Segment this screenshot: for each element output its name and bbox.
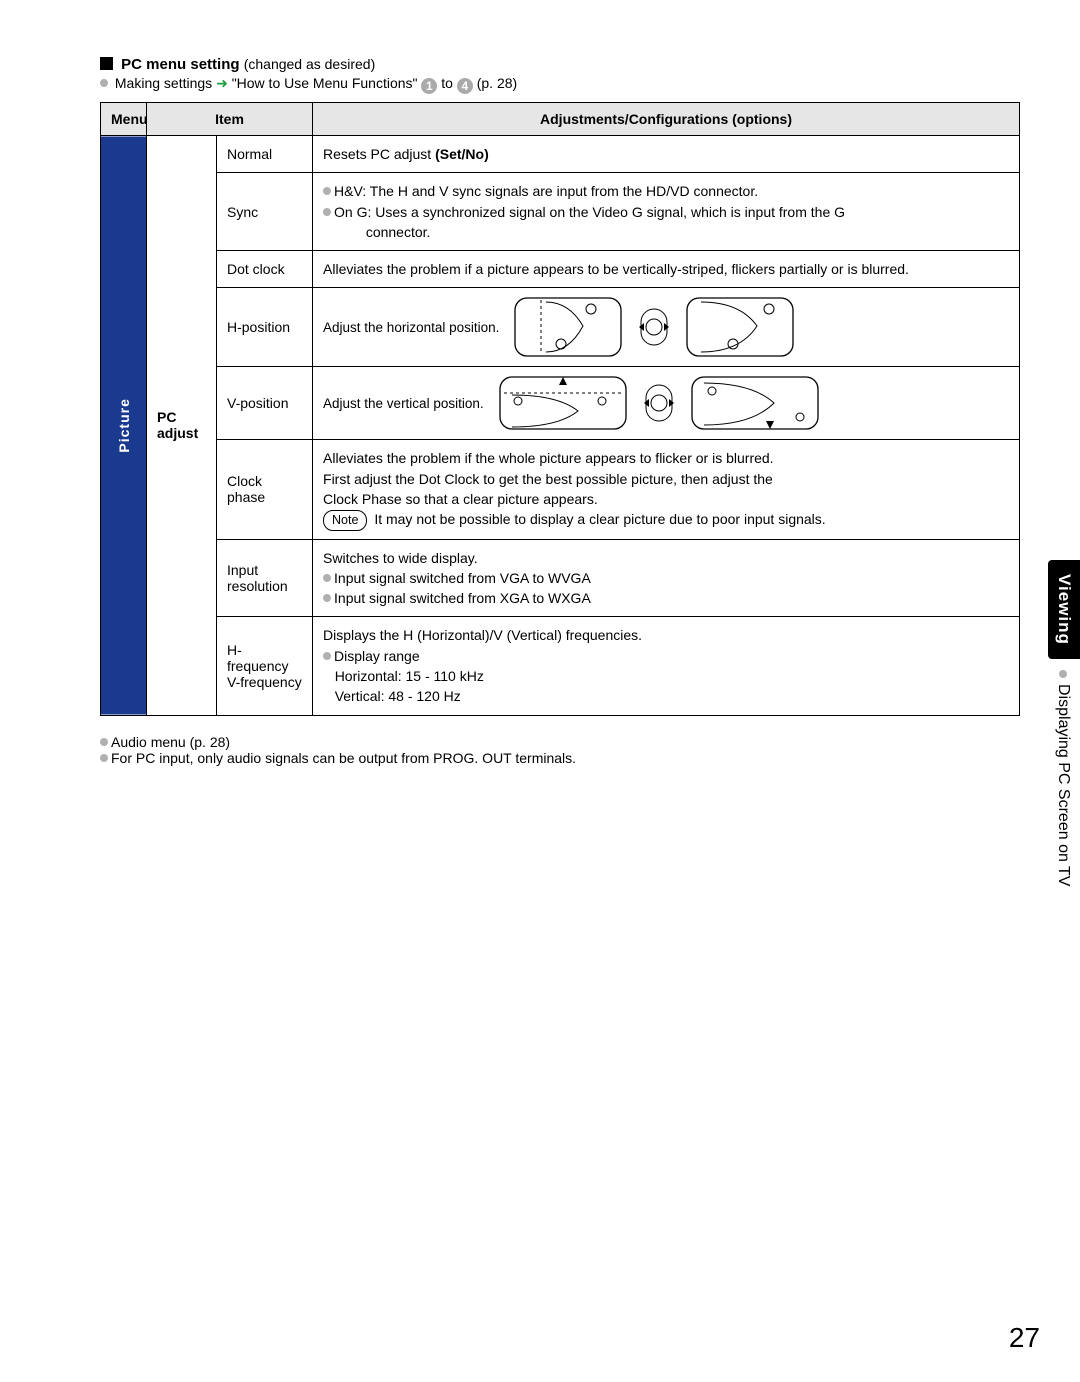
side-label: Displaying PC Screen on TV [1054, 670, 1072, 886]
foot-n2: For PC input, only audio signals can be … [111, 750, 576, 766]
cp-note: It may not be possible to display a clea… [374, 511, 825, 527]
bullet-icon [100, 754, 108, 762]
group-label-1: PC [157, 409, 176, 425]
conf-clockphase: Alleviates the problem if the whole pict… [313, 440, 1020, 539]
side-label-text: Displaying PC Screen on TV [1055, 684, 1072, 886]
item-vpos: V-position [217, 367, 313, 440]
conf-normal-bold: (Set/No) [435, 146, 489, 162]
table-row: Picture PC adjust Normal Resets PC adjus… [101, 136, 1020, 173]
ir-l3: Input signal switched from XGA to WXGA [334, 590, 591, 606]
table-row: Dot clock Alleviates the problem if a pi… [101, 251, 1020, 288]
conf-vpos: Adjust the vertical position. [313, 367, 1020, 440]
sub-link: "How to Use Menu Functions" [232, 75, 418, 91]
table-row: Clock phase Alleviates the problem if th… [101, 440, 1020, 539]
bullet-icon [323, 594, 331, 602]
group-label-2: adjust [157, 425, 198, 441]
square-bullet-icon [100, 57, 113, 70]
remote-hpos-icon [637, 307, 671, 347]
table-row: V-position Adjust the vertical position. [101, 367, 1020, 440]
sub-prefix: Making settings [115, 75, 212, 91]
table-row: H-frequency V-frequency Displays the H (… [101, 617, 1020, 715]
group-cell: PC adjust [147, 136, 217, 716]
item-dotclock: Dot clock [217, 251, 313, 288]
conf-dotclock: Alleviates the problem if a picture appe… [313, 251, 1020, 288]
bullet-icon [323, 187, 331, 195]
table-header-row: Menu Item Adjustments/Configurations (op… [101, 103, 1020, 136]
th-item: Item [147, 103, 313, 136]
sync-l2c: connector. [366, 224, 431, 240]
ir-n1: Input [227, 562, 258, 578]
hpos-before-icon [513, 296, 623, 358]
sync-l1: H&V: The H and V sync signals are input … [334, 183, 758, 199]
heading-subline: Making settings ➜ "How to Use Menu Funct… [100, 75, 1020, 94]
page-number: 27 [1009, 1322, 1040, 1354]
item-normal: Normal [217, 136, 313, 173]
conf-inputres: Switches to wide display. Input signal s… [313, 539, 1020, 617]
fq-l4: Vertical: 48 - 120 Hz [335, 688, 461, 704]
ir-n2: resolution [227, 578, 288, 594]
bullet-icon [323, 208, 331, 216]
step-from-icon: 1 [421, 78, 437, 94]
vpos-text: Adjust the vertical position. [323, 394, 484, 414]
sub-suffix: (p. 28) [477, 75, 517, 91]
bullet-icon [1059, 670, 1067, 678]
table-row: Input resolution Switches to wide displa… [101, 539, 1020, 617]
foot-n1: Audio menu (p. 28) [111, 734, 230, 750]
item-clockphase: Clock phase [217, 440, 313, 539]
arrow-icon: ➜ [216, 75, 228, 91]
remote-vpos-icon [642, 383, 676, 423]
table-row: Sync H&V: The H and V sync signals are i… [101, 173, 1020, 251]
hpos-after-icon [685, 296, 795, 358]
section-heading: PC menu setting (changed as desired) [100, 56, 1020, 73]
heading-paren: (changed as desired) [244, 56, 376, 72]
note-pill: Note [323, 510, 367, 530]
conf-freq: Displays the H (Horizontal)/V (Vertical)… [313, 617, 1020, 715]
settings-table: Menu Item Adjustments/Configurations (op… [100, 102, 1020, 716]
th-conf: Adjustments/Configurations (options) [313, 103, 1020, 136]
item-sync: Sync [217, 173, 313, 251]
item-freq: H-frequency V-frequency [217, 617, 313, 715]
fq-n1: H-frequency [227, 642, 288, 674]
menu-cell: Picture [101, 136, 147, 716]
th-menu: Menu [101, 103, 147, 136]
fq-l1: Displays the H (Horizontal)/V (Vertical)… [323, 627, 642, 643]
step-to-icon: 4 [457, 78, 473, 94]
ir-l1: Switches to wide display. [323, 550, 478, 566]
fq-l3: Horizontal: 15 - 110 kHz [335, 668, 484, 684]
item-hpos: H-position [217, 288, 313, 367]
cp-l1: Alleviates the problem if the whole pict… [323, 450, 774, 466]
conf-sync: H&V: The H and V sync signals are input … [313, 173, 1020, 251]
to-word: to [441, 75, 457, 91]
bullet-icon [323, 574, 331, 582]
heading-title: PC menu setting [121, 56, 239, 73]
fq-l2: Display range [334, 648, 420, 664]
cp-l2: First adjust the Dot Clock to get the be… [323, 471, 773, 487]
bullet-icon [323, 652, 331, 660]
item-inputres: Input resolution [217, 539, 313, 617]
bullet-icon [100, 79, 108, 87]
sync-l2: On G: Uses a synchronized signal on the … [334, 204, 845, 220]
side-tab: Viewing [1048, 560, 1080, 659]
footer-notes: Audio menu (p. 28) For PC input, only au… [100, 734, 1020, 766]
conf-hpos: Adjust the horizontal position. [313, 288, 1020, 367]
fq-n2: V-frequency [227, 674, 302, 690]
bullet-icon [100, 738, 108, 746]
table-row: H-position Adjust the horizontal positio… [101, 288, 1020, 367]
vpos-before-icon [498, 375, 628, 431]
conf-normal: Resets PC adjust (Set/No) [313, 136, 1020, 173]
vpos-after-icon [690, 375, 820, 431]
hpos-text: Adjust the horizontal position. [323, 318, 499, 338]
ir-l2: Input signal switched from VGA to WVGA [334, 570, 591, 586]
cp-l3: Clock Phase so that a clear picture appe… [323, 491, 598, 507]
